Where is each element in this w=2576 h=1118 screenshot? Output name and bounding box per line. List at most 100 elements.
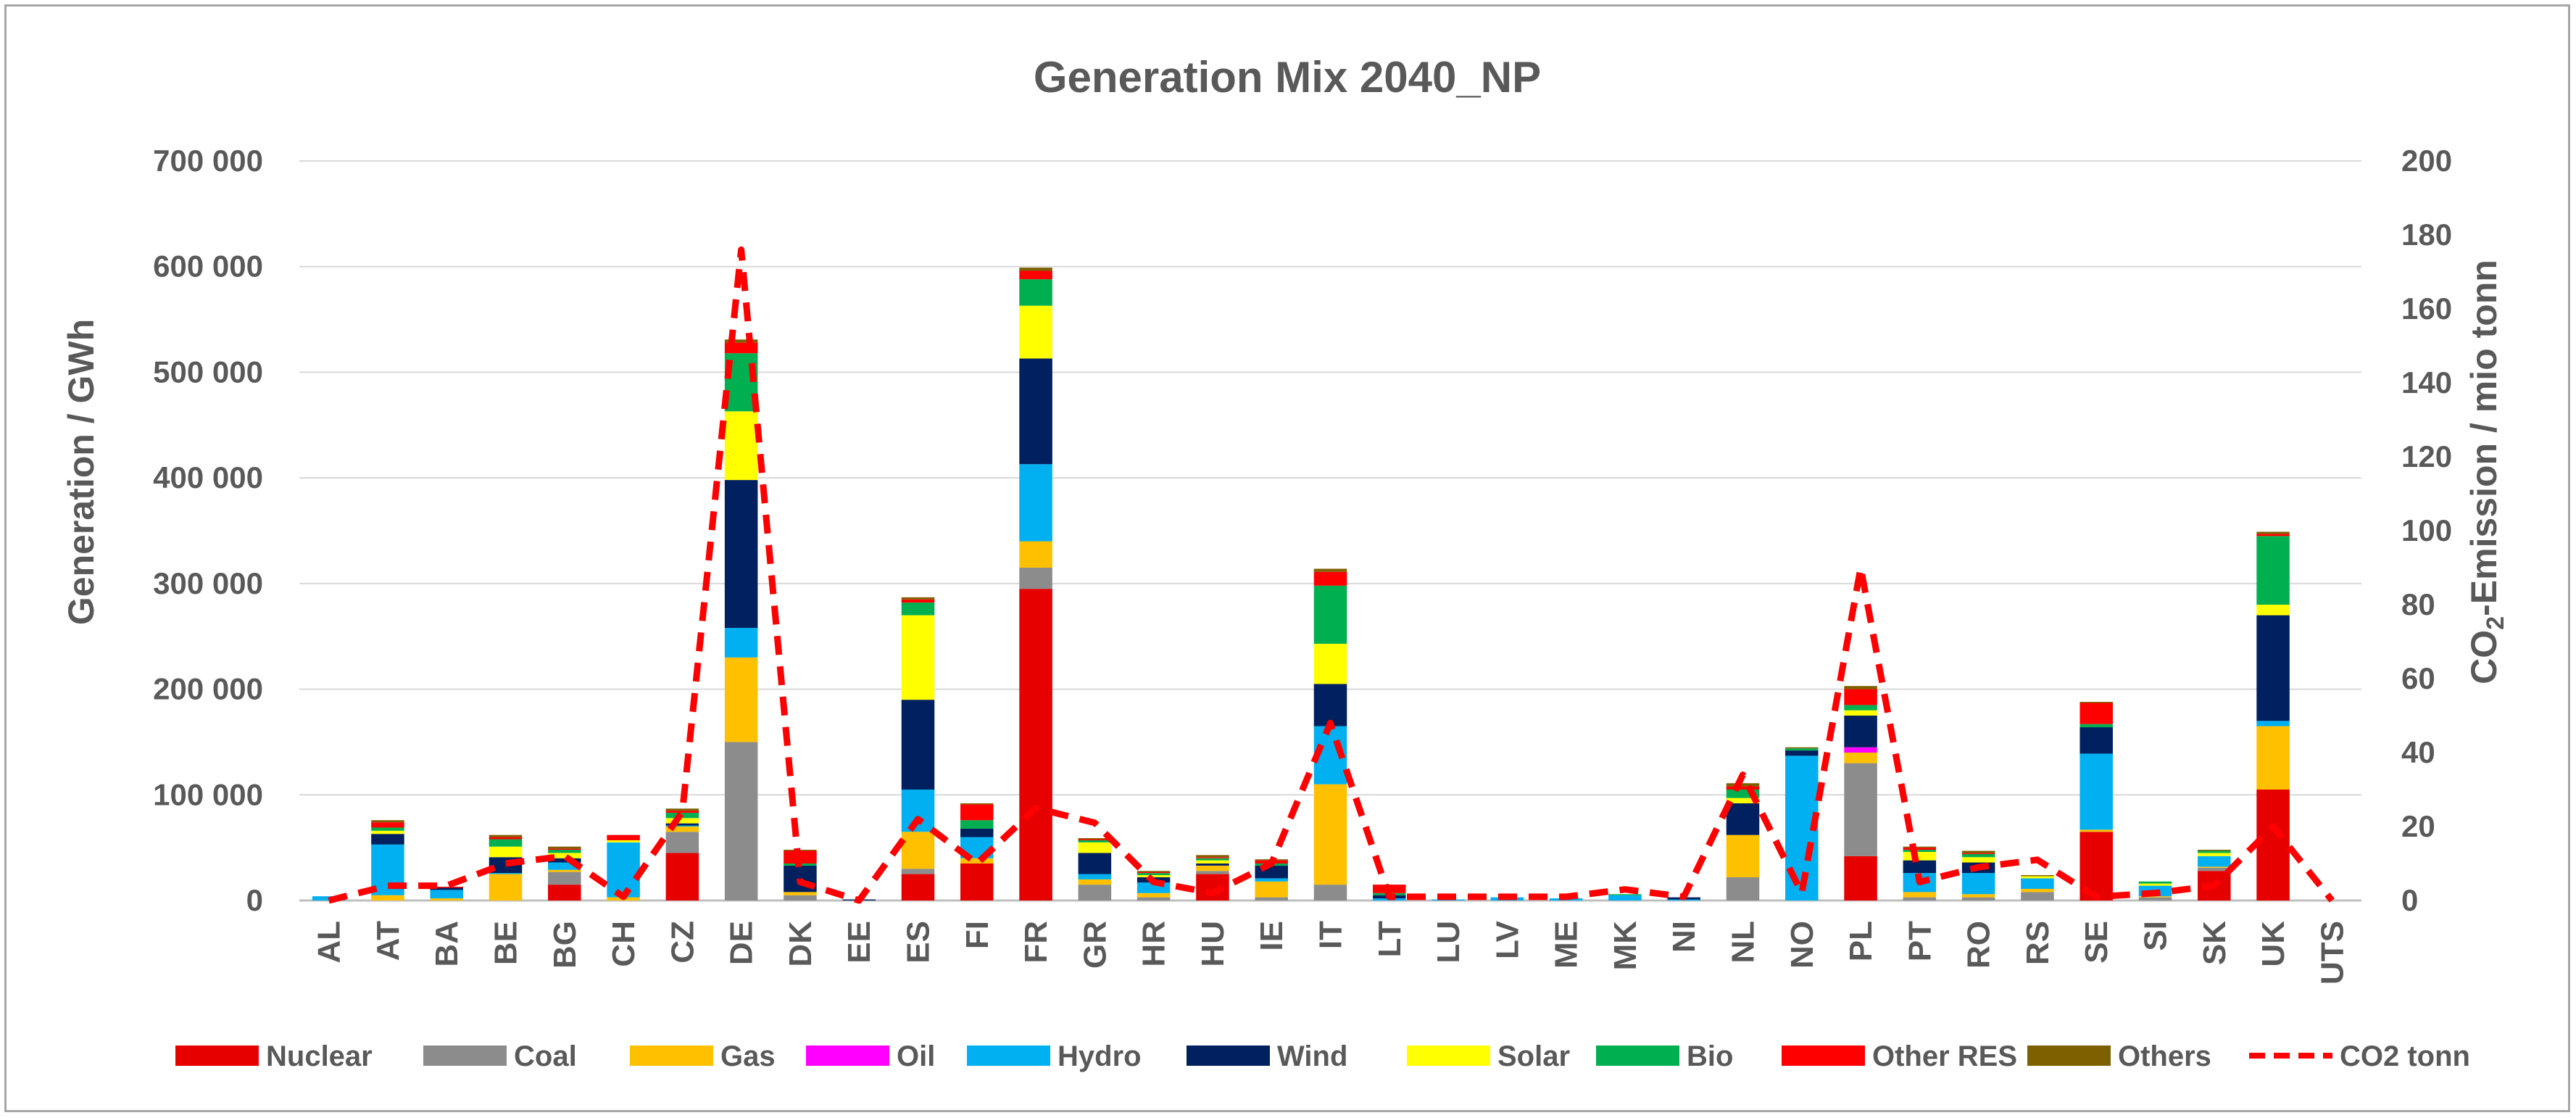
bar-segment-other-res	[665, 811, 699, 813]
y2-tick-label: 140	[2401, 365, 2452, 399]
bar-segment-coal	[1844, 763, 1877, 856]
bar-segment-hydro	[548, 862, 581, 870]
bar-segment-other-res	[1903, 848, 1937, 850]
bar-segment-coal	[665, 832, 699, 853]
bar-segment-solar	[2198, 853, 2231, 856]
legend-item: Solar	[1407, 1040, 1570, 1072]
y-tick-label: 200 000	[153, 672, 263, 706]
bar-segment-bio	[371, 827, 404, 831]
bar-segment-wind	[1903, 860, 1937, 874]
x-tick-label: ES	[901, 921, 936, 964]
legend-item: Nuclear	[175, 1040, 373, 1072]
bar-segment-bio	[1078, 840, 1112, 842]
y-tick-label: 700 000	[153, 144, 263, 178]
bar-segment-bio	[2256, 536, 2290, 605]
bar-segment-hydro	[1019, 464, 1052, 542]
chart-frame: Generation Mix 2040_NP 0 100 000 200 000 30…	[4, 4, 2570, 1112]
y2-tick-label: 0	[2401, 883, 2418, 917]
bar-segment-hydro	[665, 825, 699, 827]
bar-segment-gas	[960, 858, 994, 864]
legend-item: CO2 tonn	[2249, 1040, 2470, 1072]
generation-mix-chart: Generation Mix 2040_NP 0 100 000 200 000 30…	[61, 53, 2509, 1072]
x-tick-label: MK	[1608, 921, 1643, 971]
y-tick-label: 100 000	[153, 777, 263, 811]
bar-segment-hydro	[2021, 878, 2054, 889]
bar-segment-other-res	[607, 835, 640, 840]
y-tick-label: 0	[246, 883, 263, 917]
bar-segment-wind	[2080, 727, 2113, 754]
bar-segment-coal	[1726, 877, 1760, 900]
bar-segment-bio	[1726, 790, 1760, 798]
bar-segment-hydro	[430, 890, 463, 899]
x-tick-label: FI	[960, 921, 995, 949]
x-tick-label: CZ	[665, 921, 700, 964]
x-tick-label: EE	[842, 921, 877, 964]
y2-tick-label: 180	[2401, 218, 2452, 252]
bar-segment-gas	[489, 874, 523, 900]
bar-segment-solar	[901, 615, 935, 700]
legend-label: Bio	[1687, 1040, 1733, 1072]
bar-segment-others	[1196, 855, 1229, 858]
bar-segment-hydro	[2256, 721, 2290, 726]
x-tick-label: RS	[2020, 921, 2056, 965]
bar-segment-bio	[2138, 881, 2172, 884]
y-axis-ticks: 0 100 000 200 000 300 000 400 000 500 000 600 …	[153, 144, 263, 917]
bar-segment-bio	[1313, 585, 1347, 644]
y2-tick-label: 40	[2401, 735, 2435, 769]
chart-title: Generation Mix 2040_NP	[1034, 53, 1541, 102]
bar-segment-others	[1078, 838, 1112, 840]
bar-segment-bio	[2198, 850, 2231, 853]
x-tick-label: SI	[2138, 921, 2174, 951]
bar-segment-gas	[1726, 835, 1760, 877]
bar-segment-wind	[1255, 865, 1288, 879]
bar-segment-coal	[1196, 871, 1229, 874]
y-tick-label: 400 000	[153, 460, 263, 494]
bar-segment-other-res	[1844, 689, 1877, 705]
bar-segment-solar	[1019, 305, 1052, 359]
bar-segment-nuclear	[1196, 874, 1229, 900]
legend-item: Others	[2027, 1040, 2211, 1072]
bar-segment-bio	[1137, 873, 1171, 876]
x-tick-label: BG	[547, 921, 583, 969]
bar-segment-gas	[1019, 541, 1052, 568]
bar-segment-wind	[1726, 803, 1760, 835]
bar-segment-gas	[724, 657, 758, 742]
bar-segment-bio	[1196, 858, 1229, 861]
legend-swatch	[967, 1045, 1050, 1066]
x-tick-label: DK	[783, 921, 818, 967]
bar-segment-others	[548, 846, 581, 849]
y2-tick-label: 100	[2401, 513, 2452, 547]
bar-segment-solar	[1137, 875, 1171, 877]
bar-segment-wind	[548, 858, 581, 863]
y2-tick-label: 60	[2401, 661, 2435, 695]
co2-line-series	[328, 246, 2335, 904]
bar-segment-bio	[901, 603, 935, 616]
bar-segment-gas	[665, 827, 699, 832]
bar-segment-coal	[1313, 885, 1347, 900]
legend-item: Gas	[630, 1040, 776, 1072]
bar-segment-gas	[548, 869, 581, 872]
legend-label: Gas	[720, 1040, 776, 1072]
legend-item: Hydro	[967, 1040, 1142, 1072]
x-tick-label: HR	[1137, 921, 1172, 967]
x-tick-label: UTS	[2314, 921, 2350, 985]
bar-segment-others	[2021, 875, 2054, 877]
bar-segment-others	[1961, 850, 1995, 853]
bar-segment-gas	[1961, 894, 1995, 898]
bar-segment-solar	[1196, 860, 1229, 864]
bar-segment-wind	[1078, 853, 1112, 874]
bar-segment-solar	[607, 840, 640, 842]
bar-segment-hydro	[724, 628, 758, 658]
bar-segment-coal	[901, 869, 935, 874]
x-tick-label: AT	[370, 921, 406, 961]
bar-segment-others	[1844, 686, 1877, 690]
bar-segment-nuclear	[1844, 856, 1877, 900]
bar-segment-solar	[2256, 605, 2290, 616]
x-tick-label: SE	[2079, 921, 2114, 964]
legend-label: Coal	[514, 1040, 577, 1072]
x-tick-label: PL	[1843, 921, 1879, 961]
x-tick-label: FR	[1018, 921, 1054, 964]
bar-segment-bio	[1961, 853, 1995, 858]
x-tick-label: PT	[1902, 921, 1937, 961]
x-tick-label: IE	[1254, 921, 1289, 951]
